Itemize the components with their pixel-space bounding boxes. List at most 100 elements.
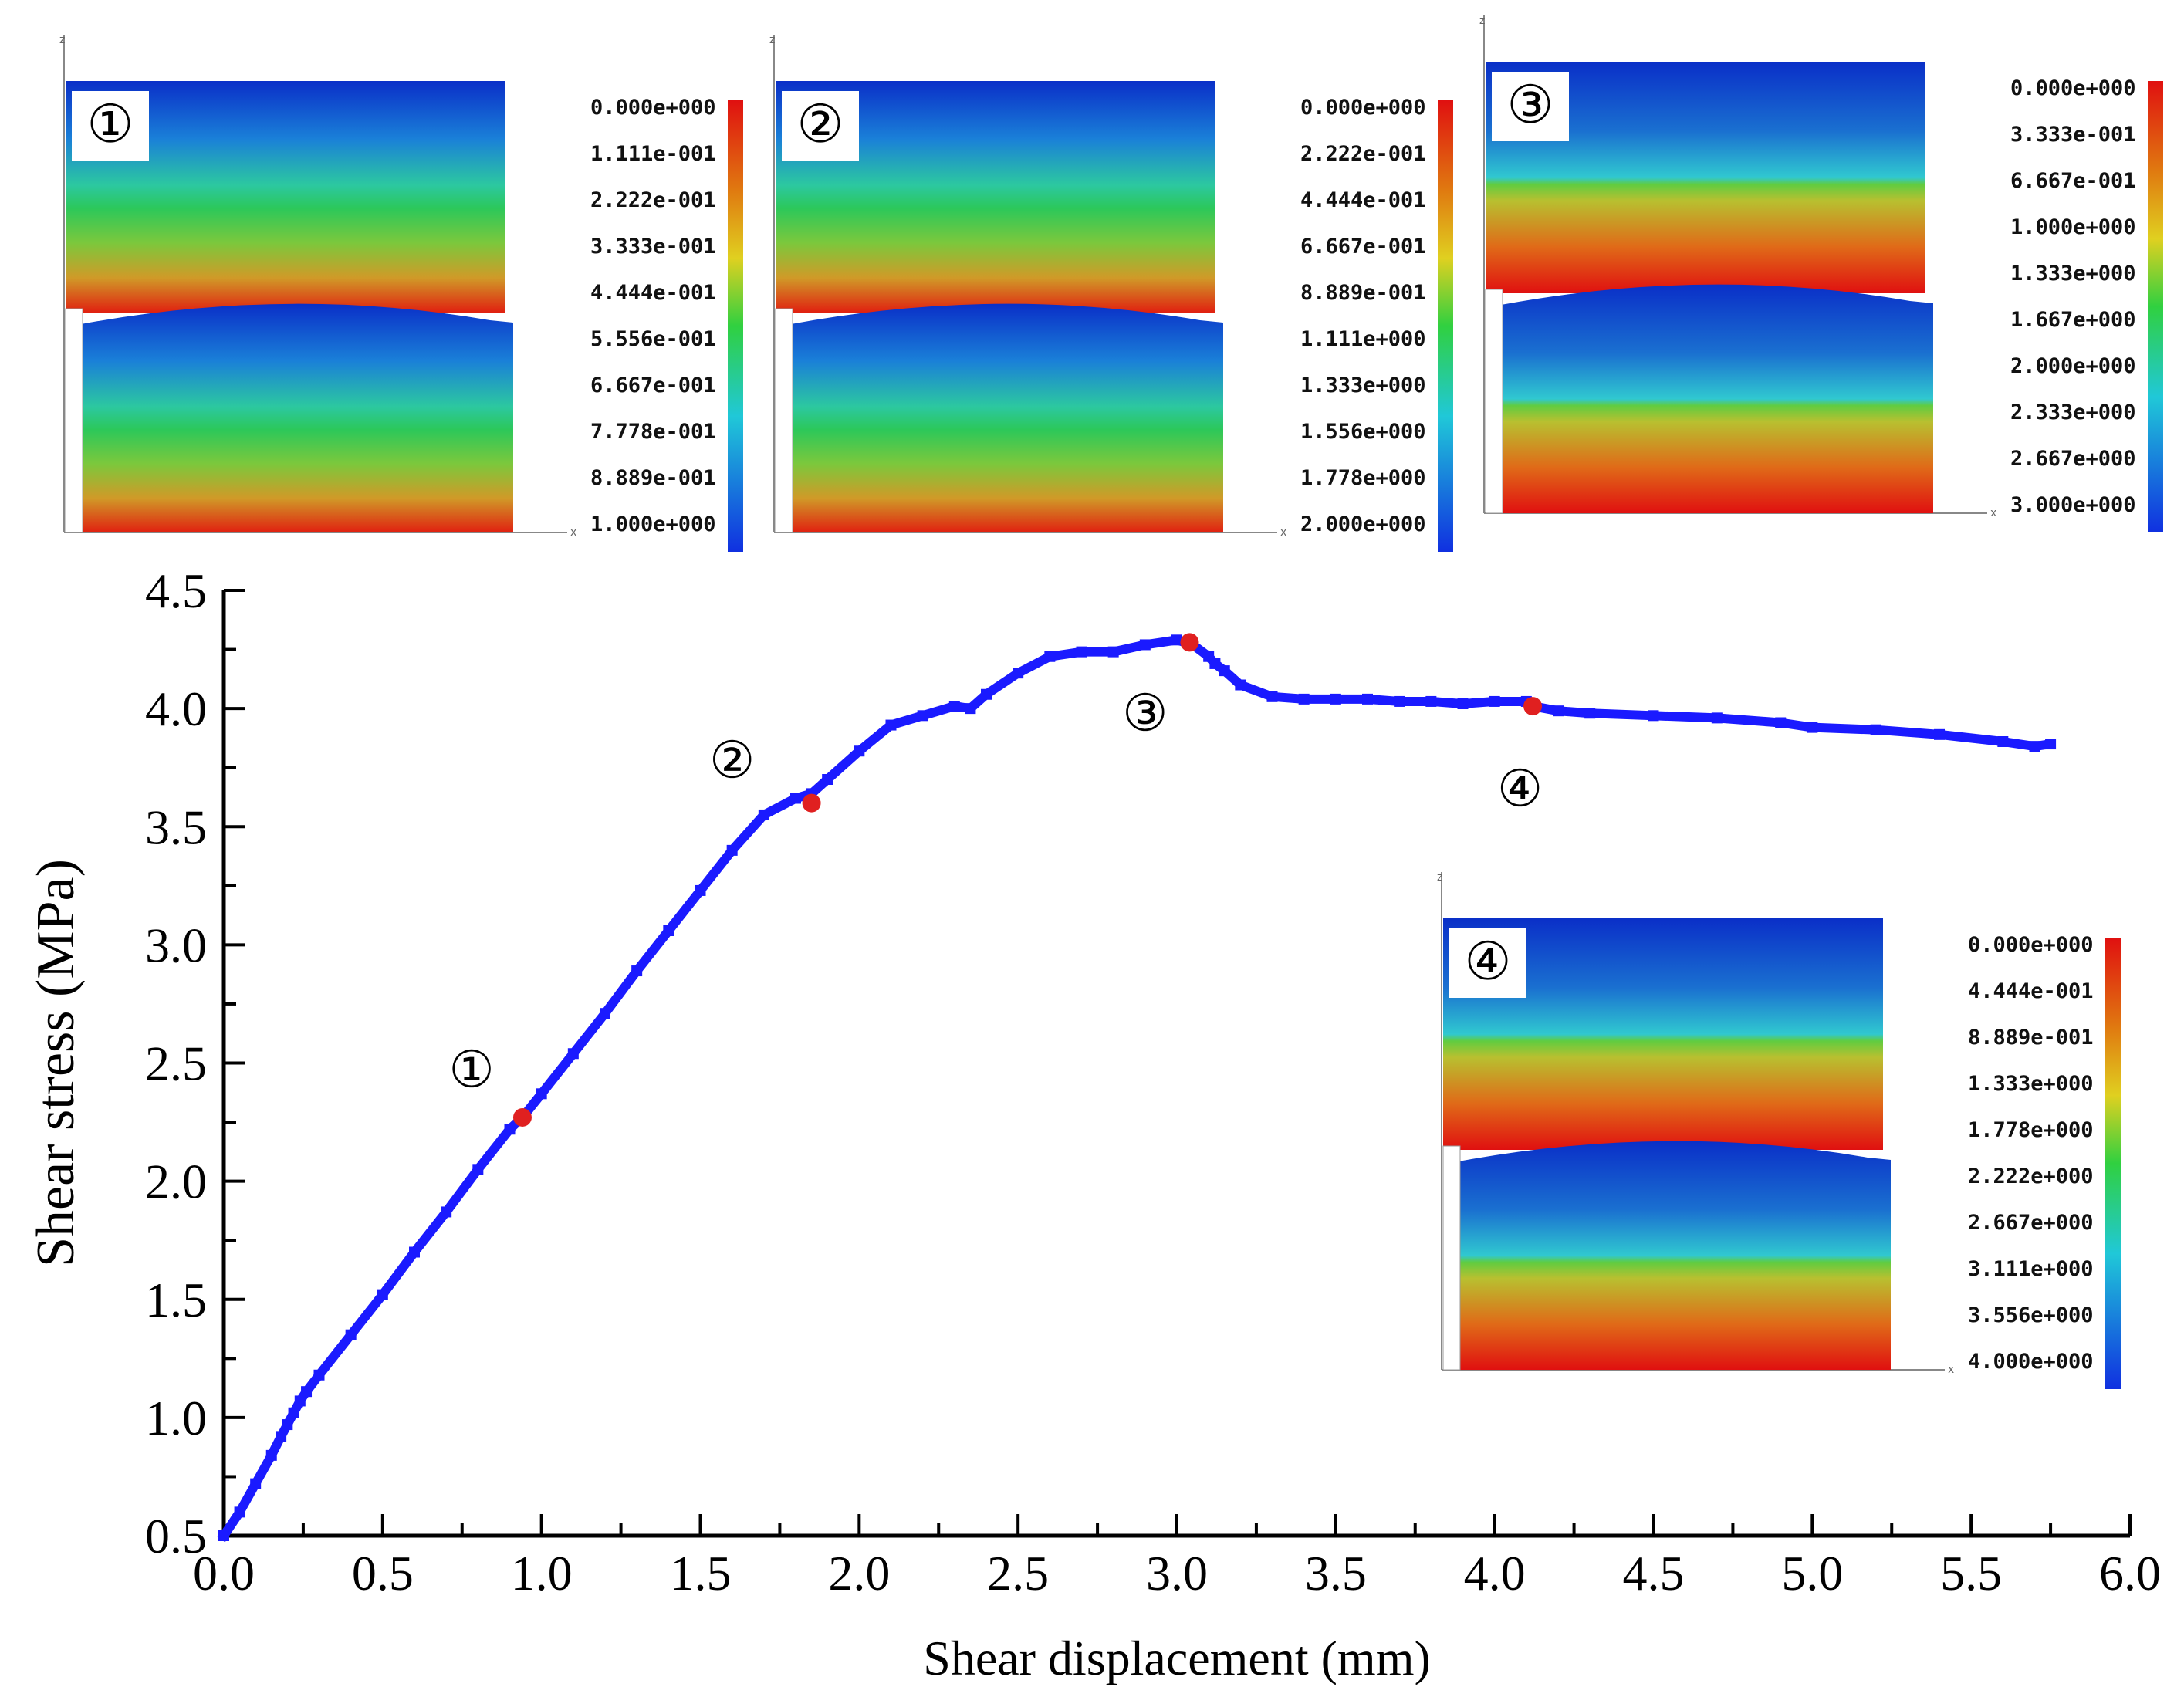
key-point-marker [1180,633,1199,652]
y-tick-label: 3.0 [145,918,207,972]
colorbar-label: 1.778e+000 [1300,466,1426,490]
colorbar-label: 3.333e-001 [2010,123,2136,147]
colorbar-label: 3.111e+000 [1968,1257,2094,1281]
inset-badge-label: ④ [1465,931,1512,992]
colorbar-label: 0.000e+000 [1300,96,1426,120]
data-point [695,884,706,896]
colorbar-label: 0.000e+000 [2010,76,2136,100]
data-point [472,1164,484,1175]
data-point [1775,717,1787,728]
colorbar-label: 1.111e-001 [590,142,716,166]
key-point-marker [802,793,821,813]
x-tick-label: 4.5 [1623,1546,1685,1601]
colorbar-label: 0.000e+000 [1968,933,2094,957]
data-point [234,1506,245,1518]
data-point [250,1478,262,1489]
colorbar-label: 1.667e+000 [2010,308,2136,332]
inset-x-letter: x [1280,526,1286,539]
data-point [288,1407,299,1418]
y-tick-label: 0.5 [145,1509,207,1563]
inset-z-letter: z [769,34,775,46]
colorbar-label: 6.667e-001 [590,374,716,397]
data-point [600,1008,610,1019]
inset-x-letter: x [1948,1364,1954,1376]
data-point [1330,693,1341,705]
lower-block [791,303,1223,532]
colorbar-label: 2.333e+000 [2010,401,2136,424]
data-point [885,719,897,731]
contour-inset-svg: z x ④ 0.000e+000 4.444e-001 8.889e-001 1.333e+… [1437,871,2121,1389]
colorbar-label: 1.000e+000 [590,512,716,536]
left-gap [1442,1145,1461,1371]
x-tick-label: 1.0 [511,1546,573,1601]
colorbar-label: 1.778e+000 [1968,1118,2094,1142]
contour-inset-1: z x ① 0.000e+000 1.111e-001 2.222e-001 3.333e-… [58,31,752,556]
y-tick-label: 1.5 [145,1273,207,1327]
data-point [2029,741,2040,752]
y-tick-label: 3.5 [145,799,207,854]
colorbar [2148,81,2163,532]
data-point [1489,695,1500,707]
x-tick-label: 3.5 [1305,1546,1367,1601]
inset-badge [72,91,149,161]
colorbar [2105,938,2121,1389]
colorbar-label: 0.000e+000 [590,96,716,120]
data-point [854,745,865,757]
key-point-marker [1523,697,1543,716]
x-axis-label: Shear displacement (mm) [923,1631,1431,1685]
x-tick-label: 6.0 [2099,1546,2161,1601]
left-gap [65,308,83,533]
inset-x-letter: x [570,526,576,539]
data-point [294,1395,306,1407]
key-point-label: ③ [1122,683,1168,742]
data-point [1997,736,2009,747]
colorbar-label: 2.667e+000 [1968,1211,2094,1235]
inset-badge-label: ③ [1507,75,1554,136]
x-tick-label: 1.5 [670,1546,732,1601]
data-point [1209,658,1221,669]
colorbar-label: 4.444e-001 [1300,188,1426,212]
x-tick-label: 5.0 [1781,1546,1843,1601]
left-gap [775,308,793,533]
colorbar-label: 2.222e-001 [590,188,716,212]
data-point [631,965,643,977]
data-point [1044,651,1056,662]
colorbar-label: 1.000e+000 [2010,215,2136,239]
colorbar-label: 1.333e+000 [2010,262,2136,286]
colorbar-label: 1.333e+000 [1968,1072,2094,1096]
data-point [1807,722,1818,733]
left-gap [1485,289,1503,514]
colorbar-label: 1.556e+000 [1300,420,1426,444]
data-point [1362,693,1373,705]
x-tick-label: 3.0 [1146,1546,1208,1601]
data-point [218,1530,229,1541]
data-point [441,1206,452,1218]
y-tick-label: 1.0 [145,1391,207,1445]
x-tick-label: 2.5 [987,1546,1049,1601]
data-point [1266,691,1278,702]
colorbar-label: 6.667e-001 [2010,169,2136,193]
data-point [567,1048,579,1060]
colorbar-label: 8.889e-001 [1968,1026,2094,1050]
x-tick-label: 0.5 [352,1546,414,1601]
data-point [1553,705,1564,717]
colorbar-label: 5.556e-001 [590,327,716,351]
colorbar-label: 8.889e-001 [1300,281,1426,305]
contour-inset-4: z x ④ 0.000e+000 4.444e-001 8.889e-001 1.333e+… [1435,868,2130,1393]
y-tick-label: 2.0 [145,1154,207,1209]
colorbar-label: 4.444e-001 [1968,979,2094,1003]
colorbar-label: 1.333e+000 [1300,374,1426,397]
data-point [981,688,992,700]
colorbar [1438,100,1453,552]
x-tick-label: 5.5 [1940,1546,2002,1601]
x-tick-label: 0.0 [193,1546,255,1601]
data-point [822,774,833,785]
colorbar-label: 8.889e-001 [590,466,716,490]
colorbar-label: 2.222e+000 [1968,1165,2094,1188]
data-point [536,1088,547,1100]
inset-z-letter: z [59,34,65,46]
key-point-marker [512,1107,532,1127]
data-point [504,1124,516,1135]
key-point-label: ② [709,731,755,790]
